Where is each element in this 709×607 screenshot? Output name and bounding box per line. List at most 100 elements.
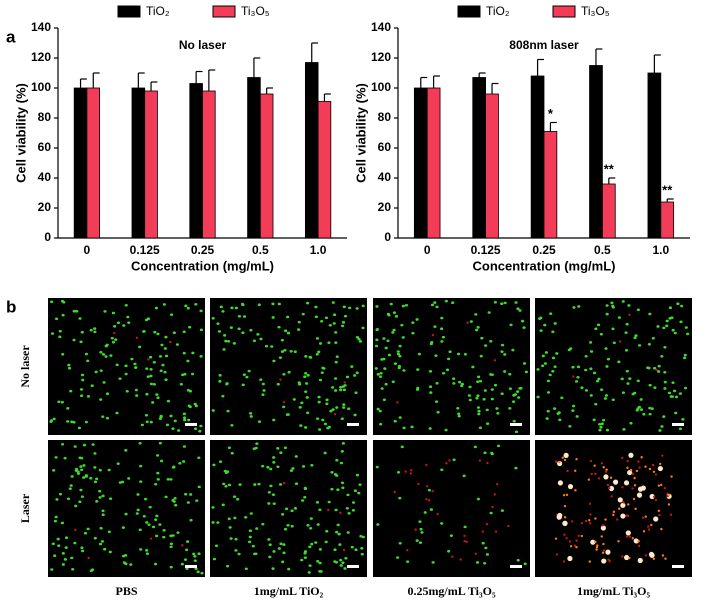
error-bar	[608, 177, 616, 184]
cell	[282, 405, 286, 409]
y-tick-label: 60	[378, 140, 392, 154]
dead-cell	[575, 539, 578, 542]
cell	[598, 422, 602, 426]
cell	[301, 465, 306, 468]
cell	[617, 360, 621, 364]
dead-cell	[597, 477, 601, 480]
cell	[158, 523, 162, 526]
y-tick-label: 140	[31, 20, 51, 34]
dead-cell	[608, 485, 615, 492]
cell	[79, 388, 84, 391]
cell	[429, 508, 433, 511]
cell	[384, 382, 388, 386]
cell	[172, 331, 176, 335]
dead-cell	[602, 466, 605, 469]
dead-cell	[660, 527, 663, 531]
cell	[572, 404, 576, 408]
cell	[108, 550, 112, 554]
cell	[293, 350, 297, 353]
dead-cell	[590, 472, 593, 476]
cell	[199, 355, 203, 358]
dead-cell	[282, 481, 286, 485]
cell	[155, 454, 160, 457]
dead-cell	[647, 528, 651, 531]
dead-cell	[594, 517, 597, 520]
cell	[333, 377, 338, 380]
cell	[297, 320, 301, 324]
dead-cell	[640, 485, 646, 491]
dead-cell	[612, 479, 619, 485]
cell	[161, 363, 165, 367]
cell	[625, 322, 629, 326]
cell	[218, 374, 222, 377]
cell	[429, 342, 433, 346]
cell	[193, 559, 197, 562]
cell	[272, 456, 276, 459]
cell	[318, 342, 323, 345]
cell	[212, 557, 217, 561]
cell	[334, 508, 338, 512]
dead-cell	[649, 493, 655, 500]
cell	[240, 302, 245, 306]
cell	[396, 556, 400, 559]
cell	[64, 536, 69, 540]
dead-cell	[555, 553, 559, 556]
legend-label: Ti₃O₅	[581, 4, 610, 18]
scale-bar	[185, 565, 197, 568]
cell	[522, 326, 526, 329]
cell	[393, 419, 397, 423]
cell	[98, 489, 102, 493]
cell	[281, 513, 285, 516]
cell	[682, 356, 687, 360]
cell	[69, 484, 73, 487]
cell	[93, 327, 97, 330]
cell	[303, 556, 307, 559]
dead-cell	[327, 508, 330, 512]
dead-cell	[642, 530, 646, 533]
dead-cell	[629, 468, 633, 472]
cell	[391, 380, 395, 384]
cell	[514, 466, 518, 470]
cell	[301, 312, 305, 316]
cell	[415, 318, 419, 321]
y-tick-label: 0	[384, 230, 391, 244]
cell	[476, 326, 480, 329]
cell	[211, 521, 215, 524]
cell	[647, 366, 651, 370]
dead-cell	[637, 557, 643, 564]
cell	[476, 497, 480, 501]
cell	[317, 350, 321, 354]
column-label: 0.25mg/mL Ti₃O₅	[407, 584, 496, 598]
cell	[543, 362, 548, 365]
dead-cell	[425, 485, 429, 488]
cell	[639, 398, 643, 401]
dead-cell	[409, 472, 413, 475]
cell	[476, 394, 480, 397]
cell	[289, 469, 294, 472]
dead-cell	[493, 359, 497, 362]
cell	[626, 382, 630, 385]
cell	[435, 305, 439, 309]
cell	[485, 553, 490, 556]
cell	[98, 542, 103, 546]
cell	[86, 395, 91, 398]
dead-cell	[617, 497, 623, 503]
cell	[324, 540, 328, 544]
y-tick-label: 140	[371, 20, 391, 34]
dead-cell	[644, 554, 648, 557]
cell	[238, 483, 242, 486]
cell	[477, 375, 481, 379]
dead-cell	[600, 462, 604, 465]
error-bar	[92, 72, 100, 88]
cell	[255, 527, 259, 530]
cell	[54, 456, 58, 459]
dead-cell	[594, 540, 597, 544]
cell	[74, 469, 78, 472]
cell	[107, 530, 111, 534]
cell	[524, 370, 528, 374]
cell	[660, 354, 664, 358]
cell	[264, 344, 269, 348]
cell	[545, 417, 549, 420]
cell	[549, 312, 553, 315]
cell	[653, 366, 657, 370]
